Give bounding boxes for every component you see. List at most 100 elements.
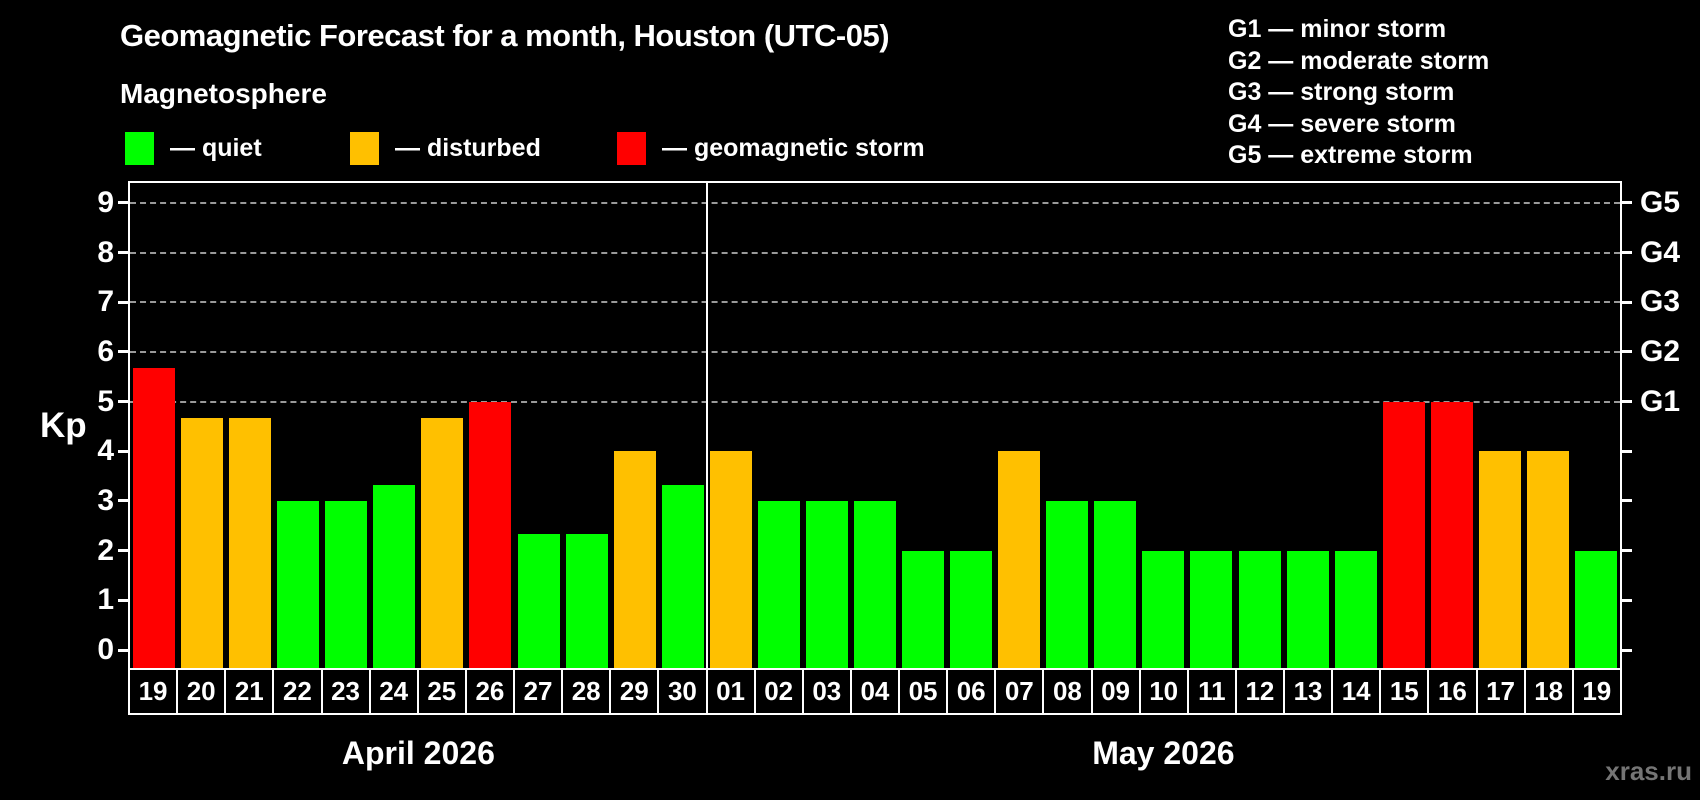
kp-bar-quiet [1094, 501, 1137, 668]
date-cell: 20 [178, 670, 227, 713]
date-cell: 28 [563, 670, 612, 713]
right-axis-tick-4 [1620, 449, 1632, 453]
left-axis-label-4: 4 [97, 434, 114, 468]
month-label-april: April 2026 [341, 735, 495, 771]
kp-bar-disturbed [709, 451, 752, 668]
left-axis-label-8: 8 [97, 235, 114, 269]
g-scale-legend: G1 — minor storm G2 — moderate storm G3 … [1228, 14, 1489, 172]
date-cell: 05 [900, 670, 949, 713]
right-axis-tick-1 [1620, 598, 1632, 602]
date-cell: 11 [1189, 670, 1237, 713]
left-axis-tick-6 [118, 350, 130, 354]
date-cell: 09 [1093, 670, 1141, 713]
date-cell: 24 [371, 670, 419, 713]
right-axis-label-g3: G3 [1640, 285, 1681, 319]
month-divider-line [705, 183, 708, 668]
kp-bar-quiet [325, 501, 368, 668]
right-axis-label-g4: G4 [1640, 235, 1681, 269]
left-axis-tick-2 [118, 549, 130, 553]
kp-bar-quiet [373, 484, 416, 668]
kp-bar-quiet [565, 534, 608, 668]
date-cell: 21 [226, 670, 275, 713]
kp-bar-quiet [517, 534, 560, 668]
date-cell: 14 [1333, 670, 1382, 713]
left-axis-label-0: 0 [97, 633, 114, 666]
date-cell: 22 [274, 670, 323, 713]
kp-bar-quiet [1334, 550, 1377, 668]
left-axis-label-9: 9 [97, 185, 114, 219]
date-cell: 16 [1429, 670, 1478, 713]
date-cell: 17 [1478, 670, 1526, 713]
kp-bar-quiet [757, 501, 800, 668]
right-axis-tick-6 [1620, 350, 1632, 354]
gridline-kp9 [130, 201, 1620, 204]
date-cell: 03 [804, 670, 852, 713]
legend-item-label: — quiet [170, 133, 262, 162]
date-cell: 02 [756, 670, 804, 713]
kp-bar-storm [1382, 401, 1425, 668]
date-cell: 12 [1237, 670, 1285, 713]
date-cell: 23 [323, 670, 371, 713]
page-title: Geomagnetic Forecast for a month, Housto… [120, 18, 890, 53]
g-scale-line-g3: G3 — strong storm [1228, 78, 1455, 106]
kp-bar-quiet [661, 484, 704, 668]
right-axis-label-g2: G2 [1640, 334, 1681, 368]
left-axis-tick-7 [118, 300, 130, 304]
legend-item-storm: — geomagnetic storm [617, 130, 925, 166]
quiet-color-swatch [125, 131, 154, 165]
left-axis-tick-9 [118, 201, 130, 205]
right-axis-label-g1: G1 [1640, 384, 1681, 418]
left-axis-tick-3 [118, 499, 130, 503]
kp-bar-storm [469, 401, 512, 668]
kp-bar-quiet [1190, 550, 1233, 668]
date-cell: 08 [1044, 670, 1093, 713]
left-axis-label-7: 7 [97, 285, 114, 319]
plot-area [128, 181, 1622, 668]
date-cell: 26 [467, 670, 515, 713]
kp-bar-disturbed [421, 418, 464, 668]
date-cell: 10 [1141, 670, 1189, 713]
date-cell: 19 [130, 670, 179, 713]
left-axis-tick-5 [118, 400, 130, 404]
kp-bar-quiet [1238, 550, 1281, 668]
right-axis-tick-7 [1620, 300, 1632, 304]
g-scale-line-g5: G5 — extreme storm [1228, 141, 1473, 169]
watermark: xras.ru [1605, 756, 1692, 786]
magnetosphere-label: Magnetosphere [120, 78, 327, 109]
g-scale-line-g2: G2 — moderate storm [1228, 46, 1490, 75]
date-cell: 04 [852, 670, 900, 713]
kp-bar-quiet [805, 501, 848, 668]
kp-bar-quiet [1142, 550, 1185, 668]
left-axis-tick-1 [118, 598, 130, 602]
left-axis-label-1: 1 [97, 583, 114, 617]
left-axis-tick-4 [118, 449, 130, 453]
gridline-kp8 [130, 251, 1620, 254]
left-axis-label-2: 2 [97, 533, 114, 567]
legend-item-disturbed: — disturbed [350, 130, 541, 166]
kp-bar-storm [133, 368, 176, 668]
date-cell: 15 [1381, 670, 1430, 713]
right-axis-tick-2 [1620, 549, 1632, 553]
x-axis-date-row: 19 20 21 22 23 24 25 26 27 28 29 30 01 02 03 04 05 06 07 08… [128, 668, 1622, 715]
date-cell: 27 [515, 670, 564, 713]
kp-bar-disturbed [181, 418, 224, 668]
date-cell: 19 [1582, 676, 1612, 706]
y-axis-title: Kp [40, 406, 87, 445]
date-cell: 25 [419, 670, 467, 713]
kp-bar-disturbed [229, 418, 272, 668]
date-cell: 30 [659, 670, 708, 713]
right-axis-label-g5: G5 [1640, 185, 1681, 219]
right-axis-tick-9 [1620, 201, 1632, 205]
right-axis-tick-0 [1620, 648, 1632, 652]
gridline-kp6 [130, 350, 1620, 353]
left-axis-tick-0 [118, 648, 130, 652]
kp-bar-disturbed [613, 451, 656, 668]
kp-bar-quiet [1046, 501, 1089, 668]
kp-bar-quiet [277, 501, 320, 668]
date-cell: 07 [996, 670, 1045, 713]
legend-item-quiet: — quiet [125, 130, 262, 166]
legend-item-label: — geomagnetic storm [662, 133, 925, 162]
gridline-kp5 [130, 400, 1620, 403]
left-axis-label-6: 6 [97, 334, 114, 368]
date-cell: 29 [611, 670, 660, 713]
